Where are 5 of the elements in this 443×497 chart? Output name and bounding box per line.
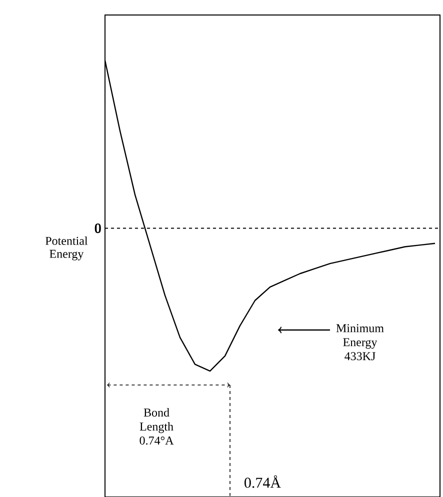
ref-line-label: 0 <box>94 223 101 234</box>
text: Bond Length 0.74°A <box>140 408 174 445</box>
text: 0.74Å <box>244 475 281 488</box>
annotation: Minimum Energy 433KJ <box>336 324 384 360</box>
y-axis-title: Potential Energy <box>45 236 88 260</box>
